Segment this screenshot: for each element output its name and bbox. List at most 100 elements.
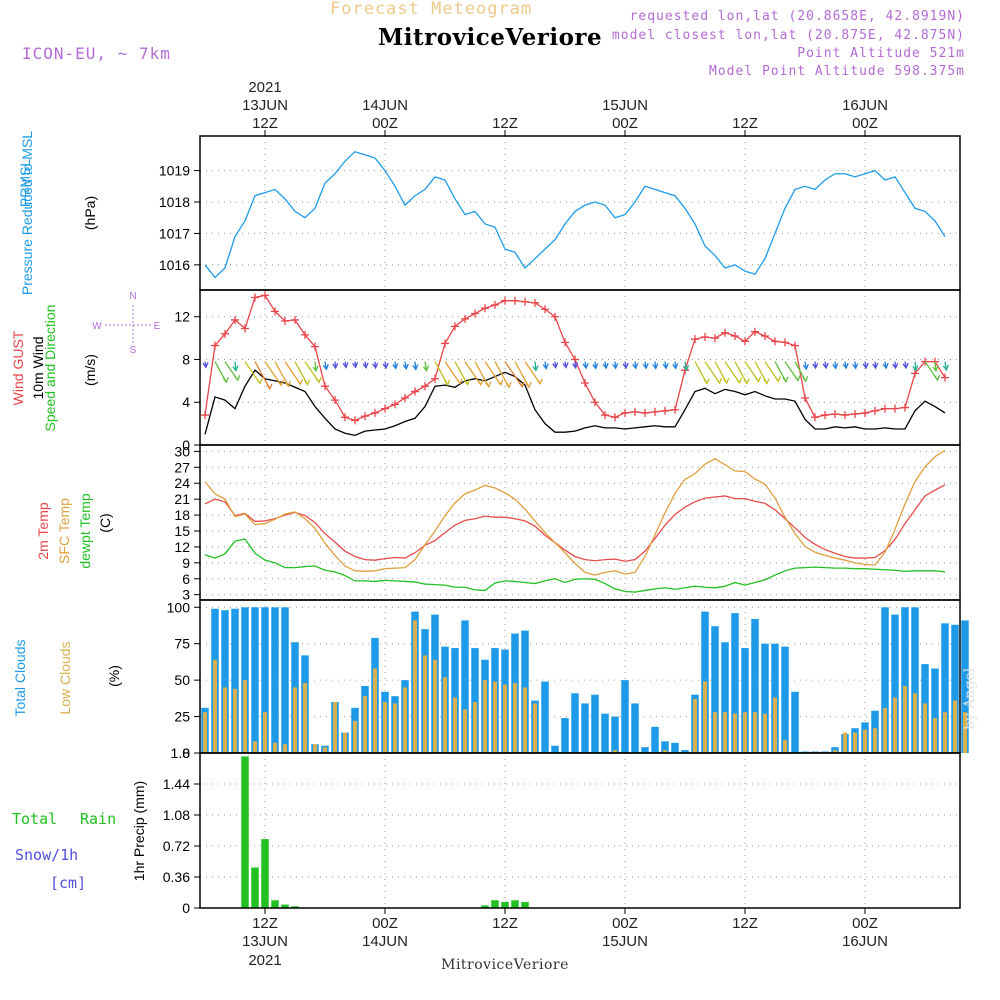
wind-arrow [474,361,490,388]
wind-arrowhead [304,379,311,386]
wind-arrowhead [723,377,730,385]
signature-watermark: by Angel [962,667,978,730]
x-tick-label-bottom: 12Z [252,915,278,932]
bar-clouds-0 [231,608,239,753]
wind-arrowhead [536,378,543,386]
bar-clouds-0 [781,646,789,753]
bar-clouds-1 [353,720,357,753]
bar-clouds-1 [453,697,457,753]
gust-marker [451,322,459,331]
wind-arrow [684,361,688,371]
bar-clouds-0 [761,643,769,753]
y-tick-label-wind: 8 [182,351,190,367]
wind-arrowhead [315,377,322,384]
y-tick-label-temperature: 3 [182,587,190,603]
bar-clouds-1 [343,732,347,753]
gust-marker [501,296,509,305]
y-tick-label-temperature: 21 [174,491,190,507]
gust-marker [591,398,599,407]
bar-clouds-0 [591,694,599,753]
wind-arrowhead [423,365,430,373]
wind-arrowhead [782,376,789,384]
gust-marker [891,404,899,413]
y-tick-label-precipitation: 1.08 [163,807,190,823]
gust-marker [801,393,809,402]
bar-clouds-1 [333,702,337,753]
requested-coords: requested lon,lat (20.8658E, 42.8919N) [629,9,965,24]
gust-marker [241,324,249,333]
gust-marker [851,410,859,418]
x-tick-label-bottom: 00Z [612,915,638,932]
series-layer [201,150,969,908]
y-tick-label-temperature: 27 [174,459,190,475]
bar-clouds-1 [483,680,487,753]
gust-marker [671,405,679,414]
wind-arrowhead [277,379,284,387]
wind-arrowhead [822,362,829,370]
bar-clouds-1 [433,659,437,753]
bar-clouds-1 [253,741,257,753]
wind-arrowhead [525,382,532,389]
bar-clouds-0 [471,648,479,753]
y-tick-label-wind: 4 [182,394,190,410]
y-tick-label-precipitation: 1.44 [163,776,190,792]
y-tick-label-pressure: 1018 [159,194,190,210]
bar-clouds-1 [833,750,837,753]
bar-clouds-0 [461,620,469,753]
gust-marker [381,404,389,413]
bar-clouds-1 [863,729,867,753]
bar-clouds-1 [913,693,917,753]
bar-clouds-0 [881,607,889,753]
gust-marker [331,396,339,405]
bar-precipitation-0 [271,900,279,908]
bar-clouds-1 [763,713,767,753]
bar-clouds-0 [641,747,649,753]
bar-clouds-0 [951,624,959,753]
gust-marker [711,334,719,343]
wind-arrow [934,361,937,371]
wind-arrowhead [862,362,869,370]
wind-arrowhead [743,378,750,385]
gust-marker [211,341,219,350]
wind-arrowhead [774,376,782,383]
bar-clouds-0 [261,607,269,753]
frame-layer [199,135,961,909]
bar-clouds-1 [713,712,717,753]
bar-clouds-0 [711,626,719,753]
wind-arrow [914,361,917,371]
page-title: MitroviceVeriore [377,24,603,51]
gust-marker [401,393,409,402]
wind-arrowhead [322,364,329,371]
tick-layer: 1016101710181019048123691215182124273002… [159,79,888,969]
bar-clouds-1 [283,744,287,753]
y-tick-label-temperature: 12 [174,539,190,555]
bar-clouds-1 [203,712,207,753]
wind-arrowhead [562,362,569,369]
gust-marker [461,314,469,323]
x-tick-label-bottom: 00Z [372,915,398,932]
bar-precipitation-0 [481,905,489,908]
x-tick-label-bottom: 13JUN [242,933,288,950]
wind-arrowhead [763,378,770,385]
gust-marker [731,331,739,340]
bar-precipitation-0 [241,756,249,908]
gust-marker [421,382,429,391]
wind-arrowhead [632,362,639,370]
wind-arrow [234,361,237,371]
gust-marker [351,416,359,425]
bar-clouds-1 [223,687,227,753]
y-tick-label-temperature: 24 [174,475,190,491]
gust-marker [251,293,259,302]
series-line-temperature-1 [204,449,946,576]
bar-clouds-1 [493,681,497,753]
gust-marker [481,304,489,313]
wind-arrowhead [642,362,649,370]
gust-marker [271,307,279,316]
bar-clouds-1 [403,687,407,753]
bar-clouds-0 [631,703,639,753]
y-tick-label-temperature: 6 [182,571,190,587]
bar-clouds-0 [791,691,799,753]
x-tick-label-bottom: 2021 [248,952,281,969]
gust-marker [881,404,889,413]
bar-precipitation-0 [261,839,269,908]
